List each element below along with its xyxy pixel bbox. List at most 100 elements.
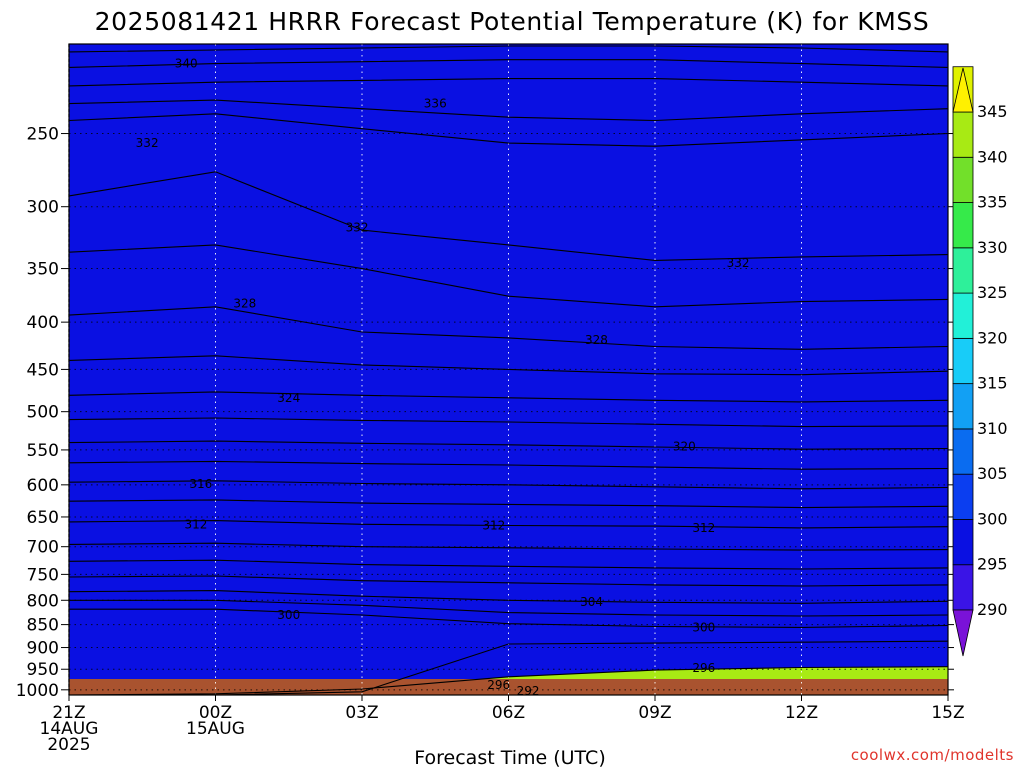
- contour-label: 292: [517, 684, 540, 698]
- contour-line-338: [68, 78, 949, 87]
- contour-line-322: [68, 417, 949, 428]
- contour-label: 304: [580, 595, 603, 609]
- x-tick-label: 15Z: [931, 703, 964, 723]
- colorbar-label: 300: [977, 509, 1008, 528]
- contour-label: 324: [277, 391, 300, 405]
- colorbar-swatch: [952, 428, 974, 475]
- colorbar-arrow-bottom: [952, 609, 974, 657]
- contour-label: 340: [175, 57, 198, 71]
- colorbar-label: 315: [977, 374, 1008, 393]
- contour-label: 316: [189, 477, 212, 491]
- x-tick-label: 09Z: [638, 703, 671, 723]
- y-tick-label: 900: [27, 639, 59, 659]
- y-tick-label: 250: [27, 125, 59, 145]
- contour-label: 328: [233, 297, 256, 311]
- x-tick-label: 00Z: [199, 703, 232, 723]
- contour-line-336: [68, 99, 949, 122]
- contour-line-342: [68, 45, 949, 53]
- contour-line-314: [68, 499, 949, 509]
- x-axis-label: Forecast Time (UTC): [414, 747, 605, 768]
- contour-label: 300: [277, 608, 300, 622]
- colorbar-swatch: [952, 473, 974, 520]
- contour-line-312: [68, 520, 949, 529]
- colorbar-swatch: [952, 202, 974, 249]
- colorbar-label: 320: [977, 328, 1008, 347]
- colorbar-label: 335: [977, 193, 1008, 212]
- contour-line-328: [68, 306, 949, 350]
- colorbar-label: 345: [977, 102, 1008, 121]
- contour-line-340: [68, 59, 949, 68]
- y-tick-label: 1000: [16, 681, 59, 701]
- colorbar: 290 295 300 305 310 315 320 325 330 335 340 345: [952, 66, 1008, 657]
- contour-label: 328: [585, 333, 608, 347]
- colorbar-swatch: [952, 337, 974, 385]
- contour-line-306: [68, 575, 949, 587]
- y-tick-label: 650: [27, 508, 59, 528]
- contour-line-326: [68, 355, 949, 376]
- contour-line-308: [68, 559, 949, 570]
- y-tick-label: 850: [27, 616, 59, 636]
- colorbar-label: 290: [977, 600, 1008, 619]
- contour-label: 296: [692, 661, 715, 675]
- colorbar-arrow-top: [952, 67, 974, 113]
- x-tick-label: 15AUG: [186, 719, 245, 739]
- y-tick-label: 700: [27, 538, 59, 558]
- contour-label: 296: [487, 678, 510, 692]
- contour-line-316: [68, 480, 949, 490]
- colorbar-label: 310: [977, 419, 1008, 438]
- contour-line-296: [68, 666, 949, 696]
- y-tick-label: 500: [27, 403, 59, 423]
- contour-label: 332: [346, 221, 369, 235]
- contour-label: 332: [727, 256, 750, 270]
- y-tick-label: 450: [27, 360, 59, 380]
- plot-area: 340 336 332 332 332 328 328 324 320 316 312 312 312 3…: [68, 44, 949, 698]
- contour-line-300: [69, 608, 949, 628]
- contour-line-330: [68, 244, 949, 308]
- colorbar-swatch: [952, 383, 974, 430]
- x-tick-label: 12Z: [785, 703, 818, 723]
- y-tick-label: 750: [27, 565, 59, 585]
- contour-line-318: [68, 460, 949, 470]
- colorbar-label: 330: [977, 238, 1008, 257]
- x-tick-label: 06Z: [492, 703, 525, 723]
- chart-title: 2025081421 HRRR Forecast Potential Tempe…: [95, 7, 930, 36]
- source-credit[interactable]: coolwx.com/modelts: [851, 746, 1014, 764]
- x-tick-label: 21Z: [52, 703, 85, 723]
- colorbar-swatch: [952, 156, 974, 203]
- colorbar-label: 295: [977, 555, 1008, 574]
- colorbar-swatch: [952, 111, 974, 158]
- y-tick-label: 300: [27, 198, 59, 218]
- contour-label: 332: [136, 136, 159, 150]
- y-tick-label: 400: [27, 313, 59, 333]
- axes: 250 300 350 400 450 500 550 600 650 700 750 800 850 9…: [16, 43, 965, 755]
- x-tick-label: 03Z: [345, 703, 378, 723]
- contour-line-334: [68, 113, 949, 147]
- contour-label: 300: [692, 620, 715, 634]
- colorbar-swatch: [952, 519, 974, 566]
- contour-label: 336: [424, 97, 447, 111]
- contour-line-302: [69, 599, 949, 617]
- colorbar-label: 325: [977, 283, 1008, 302]
- contour-label: 320: [673, 439, 696, 453]
- contour-label: 312: [692, 521, 715, 535]
- colorbar-swatch: [952, 247, 974, 294]
- colorbar-label: 340: [977, 147, 1008, 166]
- y-tick-label: 950: [27, 660, 59, 680]
- contour-line-310: [68, 542, 949, 551]
- contour-label: 312: [185, 517, 208, 531]
- contour-label: 312: [482, 519, 505, 533]
- contour-line-332: [68, 171, 949, 261]
- x-tick-label: 14AUG: [40, 719, 99, 739]
- colorbar-swatch: [952, 564, 974, 611]
- y-tick-label: 350: [27, 260, 59, 280]
- colorbar-swatch: [952, 292, 974, 339]
- contour-line-320: [68, 440, 949, 450]
- y-tick-label: 600: [27, 476, 59, 496]
- colorbar-label: 305: [977, 464, 1008, 483]
- y-tick-label: 550: [27, 441, 59, 461]
- x-tick-label: 2025: [47, 735, 90, 755]
- contour-line-324: [68, 391, 949, 403]
- contour-line-304: [68, 590, 949, 604]
- y-tick-label: 800: [27, 591, 59, 611]
